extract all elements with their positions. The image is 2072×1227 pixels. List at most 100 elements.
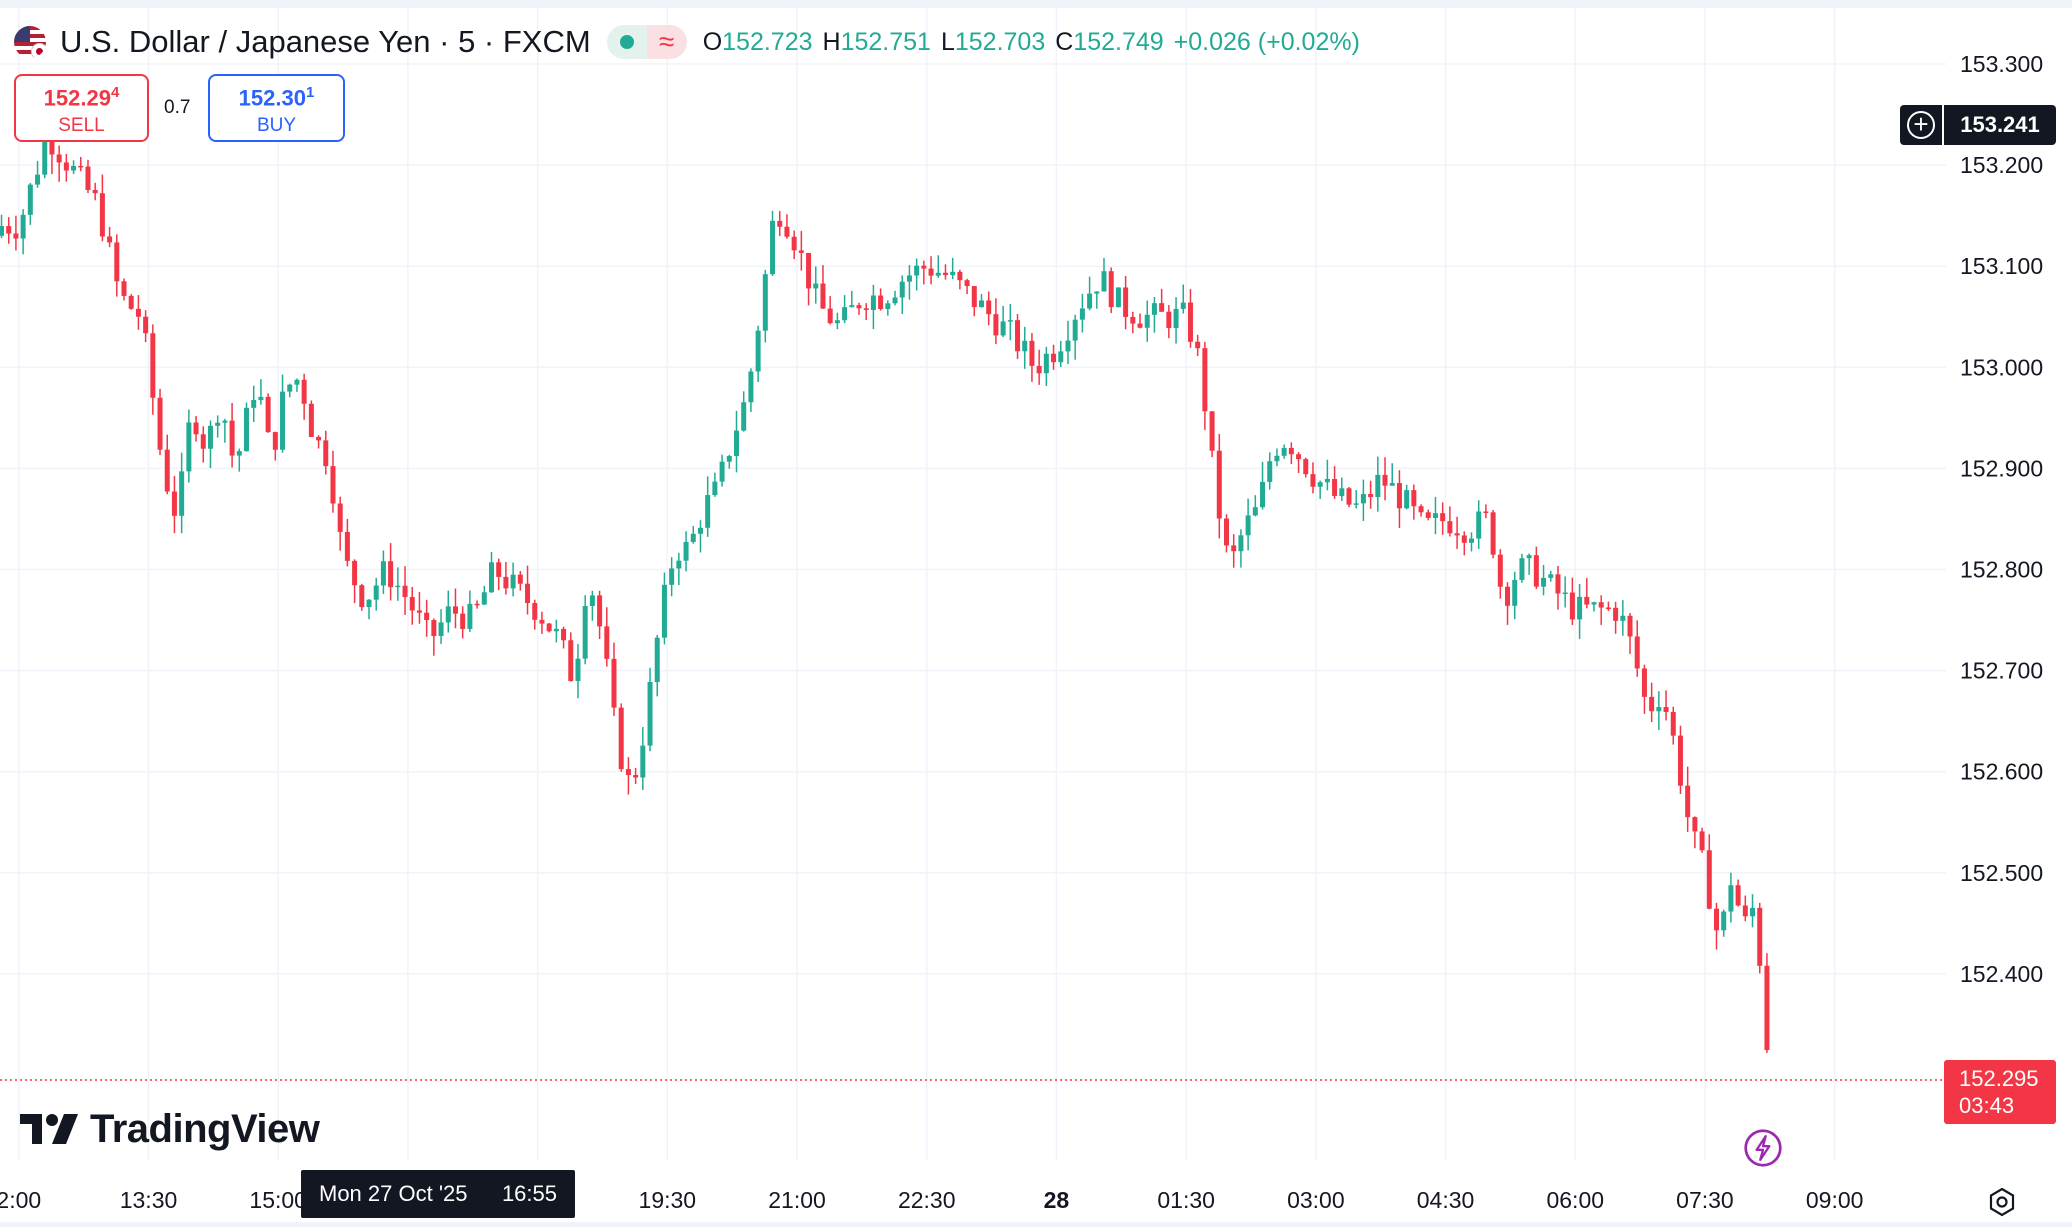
candle	[899, 275, 905, 315]
candle-body	[1087, 293, 1093, 309]
candle-body	[1605, 607, 1611, 610]
candle	[1202, 341, 1208, 430]
buy-button[interactable]: 152.301 BUY	[208, 74, 345, 142]
candle-body	[193, 422, 199, 435]
symbol-title[interactable]: U.S. Dollar / Japanese Yen · 5 · FXCM	[60, 24, 591, 59]
candle	[1396, 470, 1402, 529]
candle-body	[63, 162, 69, 171]
candle-body	[1281, 447, 1287, 456]
candle	[892, 290, 898, 306]
candle-body	[424, 612, 430, 621]
candle-body	[352, 560, 358, 586]
candle	[1526, 553, 1532, 575]
candle-body	[1519, 558, 1525, 580]
lightning-icon[interactable]	[1743, 1128, 1783, 1168]
candle	[539, 611, 545, 634]
candle-body	[71, 165, 77, 171]
candle	[906, 265, 912, 300]
candle-body	[762, 274, 768, 331]
candle	[690, 526, 696, 544]
candle	[1706, 834, 1712, 910]
candle	[1223, 514, 1229, 553]
candle-body	[1541, 577, 1547, 587]
high-value: 152.751	[840, 27, 931, 56]
candle-body	[85, 166, 91, 190]
candle	[1468, 532, 1474, 552]
candle	[1245, 498, 1251, 551]
price-tick-label: 152.500	[1960, 860, 2043, 886]
candle-body	[1137, 323, 1143, 328]
candle-body	[993, 314, 999, 336]
candle-body	[1159, 303, 1165, 312]
candle	[1151, 296, 1157, 333]
price-tick-label: 153.200	[1960, 152, 2043, 178]
high-label: H	[822, 27, 841, 56]
candle	[878, 288, 884, 311]
candle	[734, 410, 740, 473]
candle	[1173, 297, 1179, 344]
candle	[1101, 257, 1107, 292]
candle-body	[1101, 271, 1107, 292]
candle-body	[878, 295, 884, 309]
chart-settings-gear-icon[interactable]	[1987, 1187, 2017, 1217]
candle-body	[1079, 308, 1085, 320]
candle	[20, 209, 26, 255]
candle-body	[647, 682, 653, 746]
candle-body	[633, 775, 639, 778]
candle	[366, 599, 372, 620]
add-alert-plus-icon[interactable]: +	[1900, 105, 1942, 145]
candle	[1569, 577, 1575, 626]
candle-body	[222, 420, 228, 423]
candle	[258, 379, 264, 405]
candle	[1007, 303, 1013, 341]
candle	[489, 551, 495, 593]
sell-button[interactable]: 152.294 SELL	[14, 74, 149, 142]
candle	[6, 217, 12, 244]
candle-body	[640, 745, 646, 778]
candle-body	[1094, 291, 1100, 294]
candle	[1072, 314, 1078, 360]
candle-body	[1382, 474, 1388, 486]
candle-body	[553, 628, 559, 632]
candle	[352, 559, 358, 604]
candle	[914, 258, 920, 291]
candle-body	[798, 250, 804, 253]
crosshair-price-tag[interactable]: + 153.241	[1900, 105, 2056, 145]
symbol-header: U.S. Dollar / Japanese Yen · 5 · FXCM ≈ …	[14, 22, 1360, 62]
time-axis[interactable]: 2:0013:3015:0018:0019:3021:0022:302801:3…	[0, 1187, 1863, 1213]
candle	[510, 562, 516, 597]
candle-body	[1195, 341, 1201, 349]
candle	[1382, 457, 1388, 501]
time-tick-label: 06:00	[1546, 1187, 1604, 1213]
candle	[1411, 484, 1417, 520]
candle	[1360, 479, 1366, 521]
candle	[633, 767, 639, 784]
candle	[1533, 546, 1539, 589]
open-label: O	[702, 27, 723, 56]
candle-body	[431, 620, 437, 637]
candle	[143, 310, 149, 343]
candlestick-chart[interactable]: 153.300 153.200 153.100 153.000 152.900 152.8…	[0, 8, 2072, 1222]
candle	[1015, 314, 1021, 360]
candle-body	[1209, 411, 1215, 451]
candle	[1750, 894, 1756, 928]
tradingview-logo[interactable]: TradingView	[20, 1104, 320, 1154]
candle-body	[251, 400, 257, 408]
candle-body	[388, 561, 394, 588]
candle	[222, 418, 228, 443]
bottom-border	[0, 1222, 2072, 1227]
candle	[1649, 682, 1655, 723]
candle	[171, 476, 177, 534]
candle-body	[1260, 481, 1266, 508]
candle-body	[1764, 965, 1770, 1051]
candle	[1043, 346, 1049, 387]
candle-body	[1461, 535, 1467, 543]
candle-body	[618, 707, 624, 770]
candle	[1699, 827, 1705, 853]
price-axis[interactable]: 153.300 153.200 153.100 153.000 152.900 152.8…	[1960, 51, 2043, 987]
market-status[interactable]: ≈	[606, 25, 687, 59]
candles	[0, 123, 1770, 1053]
candle	[481, 585, 487, 606]
candle	[1317, 480, 1323, 499]
candle-body	[1339, 488, 1345, 496]
